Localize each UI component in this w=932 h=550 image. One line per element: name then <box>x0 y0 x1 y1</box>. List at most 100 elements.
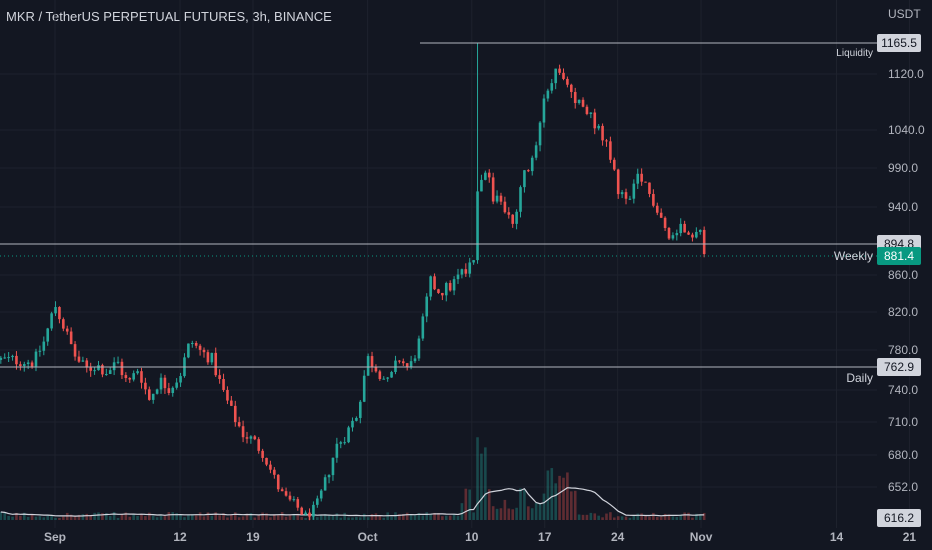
candle-body <box>460 269 464 275</box>
volume-bar <box>210 515 214 520</box>
volume-bar <box>695 513 698 520</box>
candle-body <box>15 355 18 365</box>
candle-body <box>316 498 319 505</box>
volume-bar <box>655 517 659 520</box>
volume-bar <box>222 513 225 520</box>
candle-body <box>417 338 421 359</box>
time-tick-label: Nov <box>690 530 713 544</box>
candle-body <box>366 356 370 376</box>
candle-body <box>319 490 323 499</box>
level-price-badge <box>877 34 921 52</box>
volume-bar <box>480 453 483 520</box>
volume-bar <box>472 512 475 520</box>
volume-bar <box>284 516 288 520</box>
candle-body <box>233 405 237 423</box>
candle-body <box>628 198 632 200</box>
volume-bar <box>194 515 198 520</box>
volume-bar <box>487 489 491 520</box>
price-tick-label: 940.0 <box>888 200 918 214</box>
candle-body <box>448 282 452 291</box>
volume-bar <box>218 515 221 520</box>
candle-body <box>163 377 167 389</box>
volume-bar <box>112 512 116 520</box>
candle-body <box>401 361 405 364</box>
level-price-badge-text: 1165.5 <box>881 36 917 50</box>
candle-body <box>202 349 206 353</box>
candle-body <box>597 125 600 129</box>
candle-body <box>675 233 679 236</box>
volume-bar <box>675 517 679 520</box>
volume-ma-line <box>0 487 705 517</box>
volume-bar <box>144 516 147 520</box>
volume-bar <box>683 512 686 520</box>
candle-body <box>257 439 261 451</box>
candle-body <box>612 159 616 170</box>
candle-body <box>355 417 358 421</box>
candle-body <box>601 125 604 141</box>
candle-body <box>605 140 608 142</box>
volume-bar <box>77 514 81 520</box>
candle-body <box>58 307 61 320</box>
candle-body <box>698 229 702 232</box>
price-axis[interactable]: USDT 1120.0 1040.0 990.0 940.0 860.0 820.0 780… <box>888 7 925 494</box>
candle-body <box>171 387 175 393</box>
candle-body <box>663 217 667 228</box>
candle-body <box>69 331 73 345</box>
volume-bar <box>597 515 600 520</box>
volume-bar <box>155 517 159 520</box>
volume-bar <box>128 516 132 520</box>
candle-body <box>550 83 554 91</box>
candle-body <box>194 342 198 346</box>
volume-bar <box>687 512 690 520</box>
currency-label: USDT <box>888 7 921 21</box>
candle-body <box>97 365 100 371</box>
volume-bar <box>702 512 706 520</box>
volume-bar <box>468 489 472 520</box>
volume-bar <box>280 512 284 520</box>
candle-body <box>218 375 221 380</box>
volume-bar <box>73 516 77 520</box>
candle-body <box>288 495 292 500</box>
candle-body <box>456 274 460 280</box>
candle-body <box>226 389 229 401</box>
volume-bar <box>624 516 628 520</box>
volume-bar <box>296 513 300 520</box>
volume-bar <box>327 515 331 520</box>
volume-bar <box>38 516 42 520</box>
time-tick-label: 19 <box>246 530 260 544</box>
candle-body <box>128 378 132 380</box>
time-axis[interactable]: Sep 12 19 Oct 10 17 24 Nov 14 21 <box>44 530 916 544</box>
candle-body <box>89 367 92 371</box>
volume-bar <box>7 515 10 520</box>
volume-bar <box>362 513 366 520</box>
volume-bar <box>671 516 675 520</box>
grid <box>0 0 910 528</box>
volume-bar <box>616 516 620 520</box>
level-price-badge <box>877 358 921 376</box>
volume-bar <box>632 515 636 520</box>
volume-bar <box>515 507 518 520</box>
candle-body <box>265 457 268 465</box>
candle-body <box>507 212 511 215</box>
volume-bar <box>444 515 448 520</box>
candle-body <box>77 356 81 362</box>
candle-body <box>73 344 77 357</box>
price-tick-label: 680.0 <box>888 448 918 462</box>
volume-bar <box>659 516 663 520</box>
candle-body <box>519 187 522 212</box>
time-tick-label: 14 <box>830 530 844 544</box>
volume-bar <box>679 514 683 520</box>
volume-bar <box>34 516 38 520</box>
candle-body <box>386 377 389 379</box>
candle-body <box>140 371 143 383</box>
candle-body <box>585 106 589 114</box>
price-tick-label: 990.0 <box>888 161 918 175</box>
candle-body <box>7 357 10 359</box>
candle-body <box>616 169 620 195</box>
candle-body <box>534 145 538 158</box>
candle-body <box>452 279 456 291</box>
candle-body <box>374 367 378 372</box>
volume-bar <box>585 514 589 520</box>
